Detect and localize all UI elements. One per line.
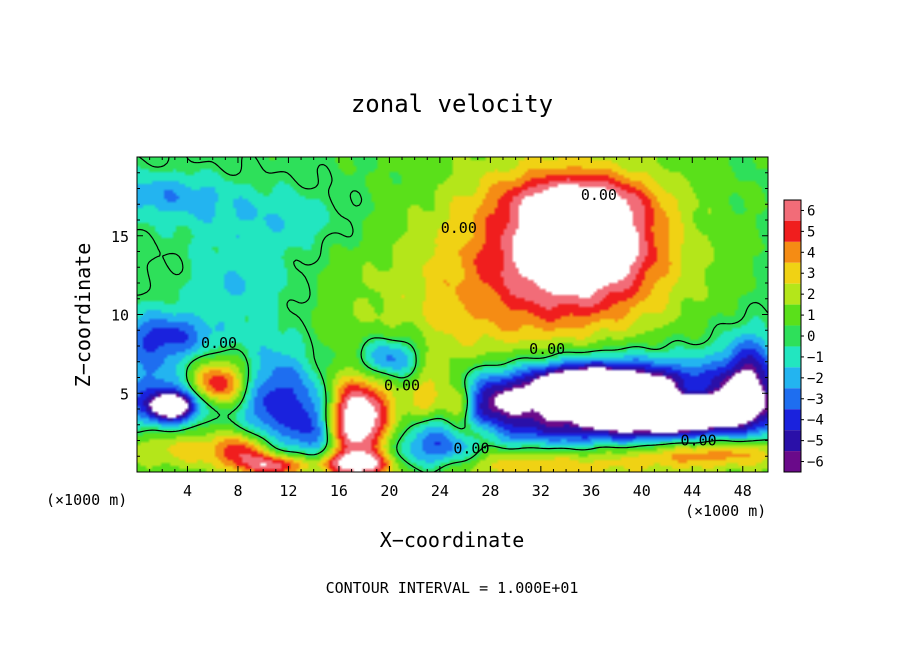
x-tick-label: 44 (683, 482, 701, 500)
colorbar-swatch (784, 451, 801, 472)
velocity-field (137, 157, 768, 472)
colorbar-swatch (784, 325, 801, 347)
x-tick-label: 4 (183, 482, 192, 500)
colorbar-swatch (784, 241, 801, 263)
x-axis-label: X−coordinate (380, 528, 525, 552)
y-tick-label: 15 (111, 228, 129, 246)
x-tick-label: 8 (233, 482, 242, 500)
colorbar: 6 5 4 3 2 1 0 −1 −2 −3 −4 −5 −6 (783, 199, 824, 473)
colorbar-swatch (784, 346, 801, 368)
x-tick-label: 16 (330, 482, 348, 500)
colorbar-label: 5 (807, 224, 815, 240)
y-tick-label: 10 (111, 307, 129, 325)
colorbar-label: 4 (807, 245, 815, 261)
contour-label: 0.00 (681, 432, 717, 450)
colorbar-swatch (784, 367, 801, 389)
contour-label: 0.00 (453, 439, 489, 457)
y-axis-ticks: 5 10 15 (111, 172, 768, 457)
colorbar-swatch (784, 304, 801, 326)
x-axis-ticks: 4 8 12 16 20 24 28 32 36 40 44 48 (149, 157, 756, 500)
x-tick-label: 32 (532, 482, 550, 500)
colorbar-swatch (784, 409, 801, 431)
x-unit-left: (×1000 m) (46, 491, 127, 509)
colorbar-swatch (784, 430, 801, 452)
x-tick-label: 28 (481, 482, 499, 500)
colorbar-swatch (784, 262, 801, 284)
colorbar-swatch (784, 388, 801, 410)
contour-label: 0.00 (201, 334, 237, 352)
colorbar-label: 2 (807, 287, 815, 303)
colorbar-label: 6 (807, 203, 815, 219)
colorbar-label: −2 (807, 371, 824, 387)
contour-label: 0.00 (581, 186, 617, 204)
x-tick-label: 48 (734, 482, 752, 500)
x-unit-right: (×1000 m) (685, 502, 766, 520)
x-tick-label: 12 (279, 482, 297, 500)
chart-title: zonal velocity (351, 90, 553, 118)
colorbar-label: −6 (807, 455, 824, 471)
colorbar-label: −1 (807, 350, 824, 366)
x-tick-label: 24 (431, 482, 449, 500)
colorbar-swatch (784, 283, 801, 305)
contour-labels: 0.00 0.00 0.00 0.00 0.00 0.00 0.00 (201, 186, 717, 458)
colorbar-label: 1 (807, 308, 815, 324)
contour-label: 0.00 (441, 219, 477, 237)
y-tick-label: 5 (120, 385, 129, 403)
y-axis-label: Z−coordinate (71, 243, 95, 388)
colorbar-label: −5 (807, 434, 824, 450)
colorbar-swatch (784, 200, 801, 221)
contour-interval-note: CONTOUR INTERVAL = 1.000E+01 (326, 579, 579, 597)
contour-label: 0.00 (529, 340, 565, 358)
contour-label: 0.00 (384, 376, 420, 394)
plot-area: 0.000.000.00 0.000.000.00 0.00 4 8 12 16 20 24 2… (111, 156, 769, 500)
x-tick-label: 40 (633, 482, 651, 500)
colorbar-label: −3 (807, 392, 824, 408)
colorbar-label: 3 (807, 266, 815, 282)
x-tick-label: 36 (582, 482, 600, 500)
colorbar-label: 0 (807, 329, 815, 345)
colorbar-label: −4 (807, 413, 824, 429)
x-tick-label: 20 (380, 482, 398, 500)
colorbar-swatch (784, 220, 801, 242)
